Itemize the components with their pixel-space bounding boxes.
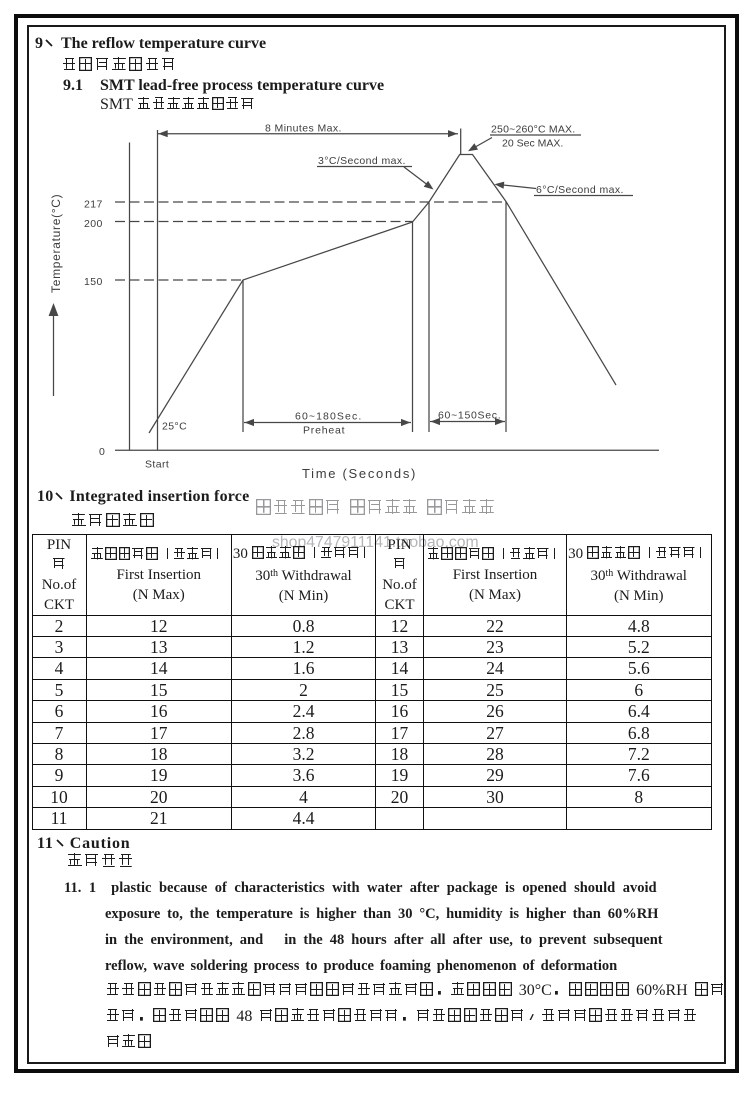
svg-text:8 Minutes Max.: 8 Minutes Max. [265, 123, 342, 135]
svg-text:250~260°C MAX.: 250~260°C MAX. [491, 124, 575, 136]
svg-text:25°C: 25°C [162, 421, 187, 433]
svg-text:3°C/Second max.: 3°C/Second max. [318, 155, 406, 167]
svg-text:Start: Start [145, 459, 169, 471]
svg-text:60~150Sec.: 60~150Sec. [438, 410, 501, 422]
svg-text:Temperature(°C): Temperature(°C) [49, 194, 63, 293]
svg-text:Time (Seconds): Time (Seconds) [302, 466, 417, 481]
svg-text:200: 200 [84, 218, 103, 230]
svg-text:150: 150 [84, 276, 103, 288]
svg-text:60~180Sec.: 60~180Sec. [295, 411, 362, 423]
svg-text:6°C/Second max.: 6°C/Second max. [536, 184, 624, 196]
svg-text:20 Sec MAX.: 20 Sec MAX. [502, 138, 563, 150]
svg-text:0: 0 [99, 446, 105, 458]
svg-text:217: 217 [84, 199, 103, 211]
svg-text:Preheat: Preheat [303, 425, 345, 437]
